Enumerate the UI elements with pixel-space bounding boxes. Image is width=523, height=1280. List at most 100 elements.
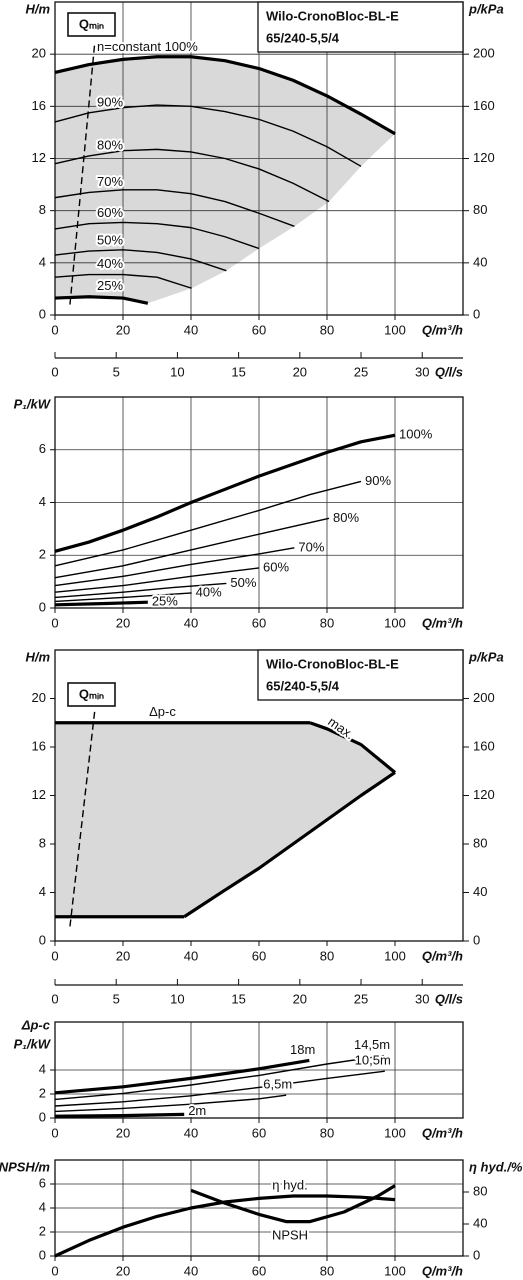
y-tick-label: 12 (32, 787, 46, 802)
operating-area (55, 56, 395, 304)
curve (54, 517, 330, 579)
y2-tick-label: 80 (473, 1183, 487, 1198)
x-tick-label: 80 (320, 615, 334, 630)
x-axis-label: Q/m³/h (422, 948, 463, 963)
chart-subtitle: 65/240-5,5/4 (266, 678, 340, 693)
chart-subtitle: 65/240-5,5/4 (266, 30, 340, 45)
y-axis-label: H/m (25, 649, 50, 664)
x-tick-label: 30 (415, 991, 429, 1006)
y-tick-label: 16 (32, 98, 46, 113)
x-tick-label: 15 (231, 991, 245, 1006)
x-tick-label: 100 (384, 322, 406, 337)
y-tick-label: 2 (39, 547, 46, 562)
curve (54, 433, 396, 553)
x-tick-label: 100 (384, 1263, 406, 1278)
curve-label: 70% (97, 174, 123, 189)
operating-area (55, 722, 395, 917)
curve-label: 2m (188, 1103, 206, 1118)
x-axis-label: Q/m³/h (422, 1125, 463, 1140)
curve-label: 25% (97, 278, 123, 293)
curve (183, 771, 396, 919)
curve (54, 1070, 385, 1107)
qmin-label: Qₘᵢₙ (79, 16, 104, 31)
curve-label: 18m (290, 1042, 315, 1057)
y-tick-label: 16 (32, 738, 46, 753)
x-tick-label: 80 (320, 948, 334, 963)
y-tick-label: 12 (32, 150, 46, 165)
x-tick-label: 0 (51, 991, 58, 1006)
x-axis-label: Q/m³/h (422, 1263, 463, 1278)
y2-axis-label: p/kPa (468, 649, 504, 664)
curve (54, 582, 227, 599)
y2-tick-label: 40 (473, 884, 487, 899)
curve (54, 1194, 396, 1258)
y2-tick-label: 120 (473, 787, 495, 802)
curve (54, 1112, 185, 1118)
x-tick-label: 20 (116, 1125, 130, 1140)
curve (54, 55, 396, 136)
x-tick-label: 60 (252, 1263, 266, 1278)
curve (54, 148, 330, 203)
x-tick-label: 100 (384, 615, 406, 630)
x-tick-label: 20 (116, 948, 130, 963)
x-tick-label: 80 (320, 322, 334, 337)
chart-title: Wilo-CronoBloc-BL-E (266, 656, 399, 671)
curve-label: 10,5m (355, 1053, 391, 1068)
y-tick-label: 20 (32, 46, 46, 61)
x-tick-label: 40 (184, 615, 198, 630)
curve (54, 1094, 287, 1113)
y-tick-label: 4 (39, 1061, 46, 1076)
qmin-line (69, 710, 96, 927)
x-axis-label: Q/m³/h (422, 615, 463, 630)
title-box (257, 1, 464, 53)
curve (54, 189, 295, 227)
y2-tick-label: 120 (473, 150, 495, 165)
y-tick-label: 0 (39, 599, 46, 614)
x-tick-label: 20 (116, 615, 130, 630)
x-tick-label: 60 (252, 615, 266, 630)
x-tick-label: 15 (231, 364, 245, 379)
y2-tick-label: 160 (473, 98, 495, 113)
x-tick-label: 60 (252, 948, 266, 963)
qmin-box (67, 682, 116, 707)
x-tick-label: 10 (170, 991, 184, 1006)
curve (54, 600, 148, 607)
curve (54, 1058, 310, 1095)
y-axis-label: NPSH/m (0, 1159, 50, 1174)
y2-axis-label: p/kPa (468, 1, 504, 16)
y-tick-label: 2 (39, 1223, 46, 1238)
qmin-box (67, 12, 116, 37)
y-tick-label: 2 (39, 1085, 46, 1100)
curve-label: 60% (97, 205, 123, 220)
x-tick-label: 40 (184, 948, 198, 963)
y-tick-label: 8 (39, 835, 46, 850)
x-tick-label: 30 (415, 364, 429, 379)
x-tick-label: 100 (384, 948, 406, 963)
y-tick-label: 4 (39, 884, 46, 899)
curve (54, 273, 192, 289)
y-axis-label: P₁/kW (14, 396, 52, 411)
chart-title: Wilo-CronoBloc-BL-E (266, 8, 399, 23)
x-tick-label: 40 (184, 322, 198, 337)
y-tick-label: 0 (39, 1247, 46, 1262)
y-tick-label: 0 (39, 1109, 46, 1124)
x-tick-label: 0 (51, 615, 58, 630)
y-tick-label: 4 (39, 1199, 46, 1214)
curve-label: 50% (97, 233, 123, 248)
curve (54, 249, 227, 272)
curve-label: 14,5m (354, 1037, 390, 1052)
curve-label: 6,5m (263, 1077, 292, 1092)
y2-tick-label: 80 (473, 835, 487, 850)
x-tick-label: 60 (252, 1125, 266, 1140)
x-tick-label: 25 (354, 991, 368, 1006)
curve (54, 221, 260, 250)
curve-label: 40% (97, 256, 123, 271)
x-axis-label: Q/l/s (435, 991, 463, 1006)
x-tick-label: 5 (113, 991, 120, 1006)
curve-label: 40% (196, 584, 222, 599)
plot-frame (54, 1021, 464, 1119)
x-tick-label: 0 (51, 364, 58, 379)
x-tick-label: 0 (51, 948, 58, 963)
qmin-label: Qₘᵢₙ (79, 686, 104, 701)
